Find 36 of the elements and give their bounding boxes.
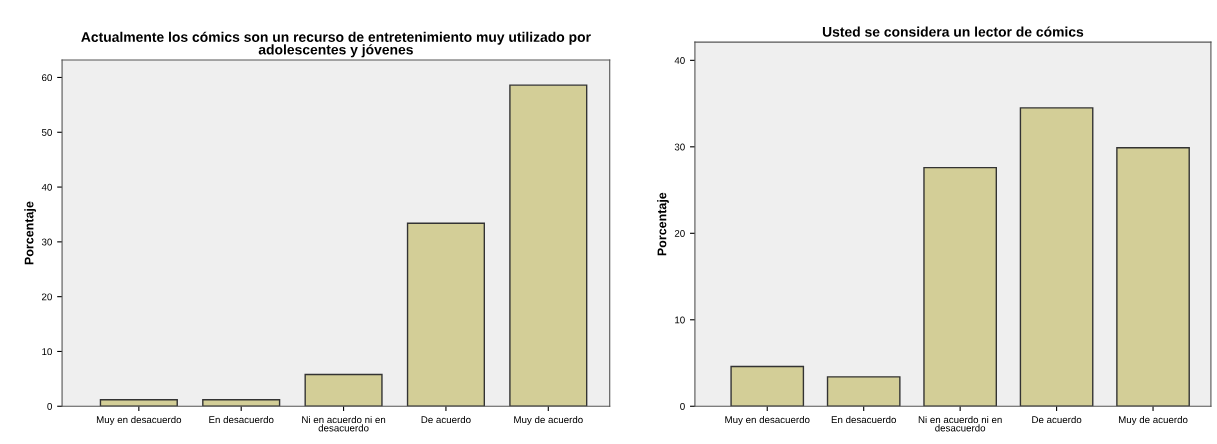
x-tick-label: De acuerdo xyxy=(1032,415,1082,424)
bar xyxy=(406,222,486,407)
x-tick-label: Muy en desacuerdo xyxy=(96,415,182,426)
x-tick-label: De acuerdo xyxy=(421,415,471,424)
bar xyxy=(730,365,805,407)
bar xyxy=(202,398,281,407)
y-tick-label: 30 xyxy=(41,238,52,246)
y-axis-title: Porcentaje xyxy=(657,192,669,256)
x-tick-label: Muy de acuerdo xyxy=(1118,415,1188,426)
x-tick-label: Muy en desacuerdo xyxy=(725,415,810,426)
y-tick-label: 0 xyxy=(47,402,52,410)
y-tick-label: 30 xyxy=(674,143,685,151)
x-tick-label: En desacuerdo xyxy=(209,415,274,424)
bar xyxy=(1116,146,1190,407)
y-tick-label: 40 xyxy=(41,183,52,191)
x-tick-label: En desacuerdo xyxy=(831,415,896,424)
y-tick-label: 0 xyxy=(680,402,685,410)
y-tick-label: 10 xyxy=(675,316,685,324)
x-tick-label: Ni en acuerdo ni en desacuerdo xyxy=(918,415,1002,432)
y-axis-title: Porcentaje xyxy=(24,201,36,265)
chart-title: Usted se considera un lector de cómics xyxy=(822,26,1084,37)
y-tick-label: 50 xyxy=(41,129,52,136)
y-tick-label: 20 xyxy=(674,230,685,237)
y-tick-label: 40 xyxy=(674,57,685,64)
chart-title: Actualmente los cómics son un recurso de entretenimiento muy utilizado por adolescentes y jóvenes xyxy=(81,31,591,58)
bar xyxy=(826,376,901,407)
y-tick-label: 20 xyxy=(42,293,52,301)
y-tick-label: 60 xyxy=(42,74,52,82)
bar xyxy=(99,398,178,407)
bar xyxy=(304,373,383,407)
x-tick-label: Muy de acuerdo xyxy=(514,415,583,426)
bar xyxy=(1019,107,1094,407)
bar xyxy=(509,84,588,407)
x-tick-label: Ni en acuerdo ni en desacuerdo xyxy=(302,415,386,432)
y-tick-label: 10 xyxy=(42,348,52,356)
bar xyxy=(923,166,998,407)
